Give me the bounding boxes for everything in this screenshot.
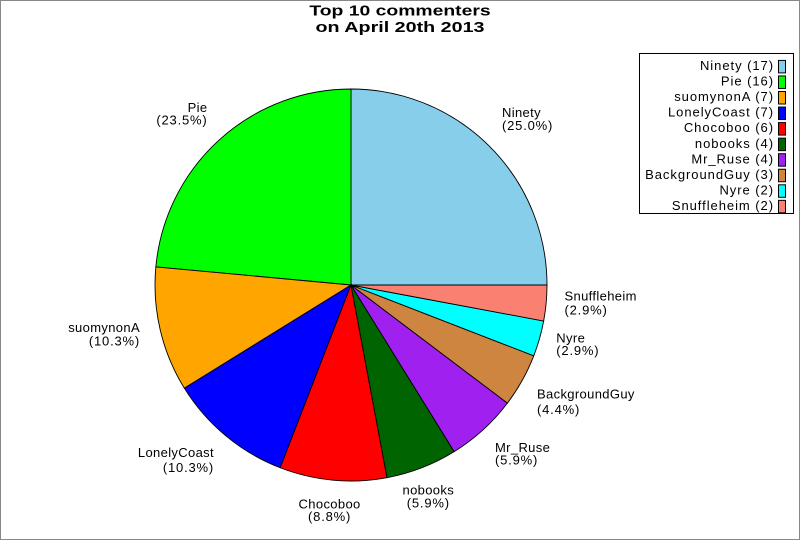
- svg-text:LonelyCoast: LonelyCoast: [138, 445, 214, 460]
- svg-text:LonelyCoast (7): LonelyCoast (7): [668, 105, 774, 120]
- svg-text:Snuffleheim: Snuffleheim: [565, 289, 637, 304]
- svg-text:nobooks: nobooks: [402, 482, 454, 497]
- svg-text:(10.3%): (10.3%): [163, 460, 214, 475]
- svg-text:Snuffleheim (2): Snuffleheim (2): [672, 198, 774, 213]
- svg-text:(10.3%): (10.3%): [89, 333, 140, 348]
- svg-text:Chocoboo (6): Chocoboo (6): [684, 120, 774, 135]
- svg-text:Pie: Pie: [188, 100, 208, 115]
- svg-text:Mr_Ruse (4): Mr_Ruse (4): [691, 151, 774, 166]
- svg-text:(5.9%): (5.9%): [407, 495, 450, 510]
- svg-text:Mr_Ruse: Mr_Ruse: [495, 440, 550, 455]
- svg-text:suomynonA: suomynonA: [68, 320, 140, 335]
- svg-text:(8.8%): (8.8%): [308, 509, 351, 524]
- svg-text:nobooks (4): nobooks (4): [695, 136, 774, 151]
- svg-text:(5.9%): (5.9%): [495, 452, 538, 467]
- svg-text:BackgroundGuy: BackgroundGuy: [537, 387, 635, 402]
- svg-text:(23.5%): (23.5%): [156, 113, 207, 128]
- svg-text:suomynonA (7): suomynonA (7): [674, 89, 774, 104]
- svg-text:(25.0%): (25.0%): [502, 118, 553, 133]
- svg-text:BackgroundGuy (3): BackgroundGuy (3): [645, 167, 774, 182]
- svg-text:on April 20th 2013: on April 20th 2013: [315, 19, 484, 36]
- svg-text:Chocoboo: Chocoboo: [299, 496, 361, 511]
- svg-text:Top 10 commenters: Top 10 commenters: [309, 3, 490, 19]
- svg-text:Nyre (2): Nyre (2): [719, 182, 774, 197]
- svg-text:(2.9%): (2.9%): [565, 303, 608, 318]
- svg-text:(4.4%): (4.4%): [537, 402, 580, 417]
- svg-text:Ninety: Ninety: [502, 105, 541, 120]
- svg-text:Ninety (17): Ninety (17): [700, 58, 774, 73]
- svg-text:Pie (16): Pie (16): [721, 74, 774, 89]
- svg-text:Nyre: Nyre: [556, 330, 585, 345]
- svg-text:(2.9%): (2.9%): [556, 343, 599, 358]
